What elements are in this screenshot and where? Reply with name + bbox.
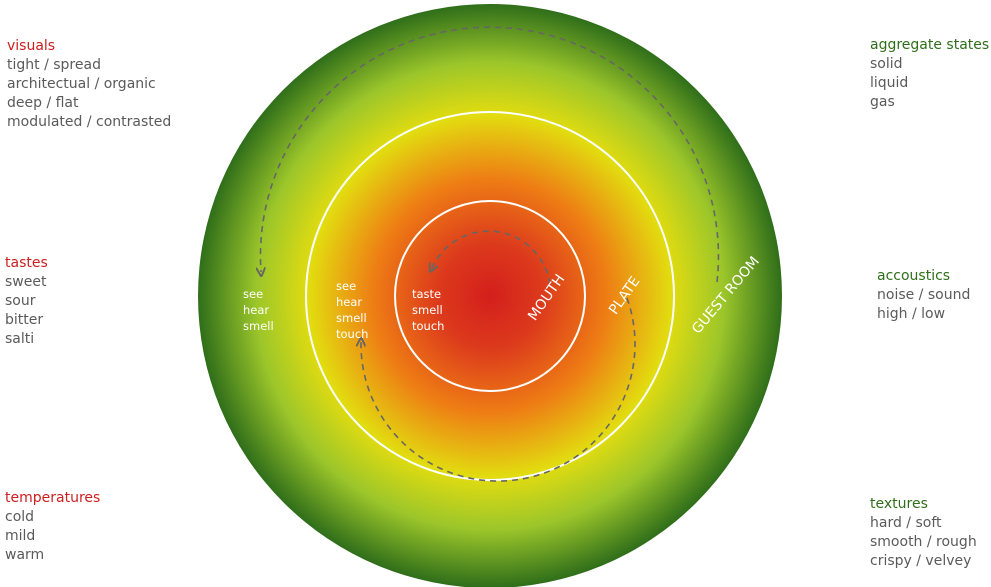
textures-item: crispy / velvey [870, 553, 972, 569]
plate-sense: smell [336, 311, 367, 325]
accoustics-item: noise / sound [877, 287, 971, 303]
tastes-item: sour [5, 293, 36, 309]
visuals-title: visuals [7, 38, 56, 54]
aggregate-states-item: liquid [870, 75, 909, 91]
gradient-disc [198, 4, 782, 587]
temperatures-item: warm [5, 547, 45, 563]
accoustics-title: accoustics [877, 268, 951, 284]
mouth-senses: taste smell touch [412, 287, 444, 333]
accoustics-item: high / low [877, 306, 946, 322]
visuals-group: visuals tight / spread architectual / or… [7, 37, 171, 132]
plate-sense: touch [336, 327, 368, 341]
plate-ring [305, 111, 675, 481]
textures-item: smooth / rough [870, 534, 977, 550]
guest-room-sense: hear [243, 303, 269, 317]
temperatures-item: cold [5, 509, 35, 525]
visuals-item: architectual / organic [7, 76, 156, 92]
visuals-item: modulated / contrasted [7, 114, 172, 130]
plate-sense: hear [336, 295, 362, 309]
mouth-ring [394, 200, 586, 392]
mouth-sense: smell [412, 303, 443, 317]
temperatures-group: temperatures cold mild warm [5, 489, 100, 565]
tastes-item: salti [5, 331, 35, 347]
plate-sense: see [336, 279, 356, 293]
guest-room-sense: see [243, 287, 263, 301]
tastes-group: tastes sweet sour bitter salti [5, 254, 48, 349]
tastes-item: bitter [5, 312, 44, 328]
tastes-item: sweet [5, 274, 47, 290]
temperatures-title: temperatures [5, 490, 101, 506]
temperatures-item: mild [5, 528, 36, 544]
guest-room-senses: see hear smell [243, 287, 274, 333]
textures-group: textures hard / soft smooth / rough cris… [870, 495, 977, 571]
visuals-item: deep / flat [7, 95, 79, 111]
guest-room-flow-arrow [260, 26, 720, 283]
textures-item: hard / soft [870, 515, 942, 531]
aggregate-states-group: aggregate states solid liquid gas [870, 36, 989, 112]
visuals-item: tight / spread [7, 57, 101, 73]
guest-room-sense: smell [243, 319, 274, 333]
plate-senses: see hear smell touch [336, 279, 368, 341]
mouth-sense: touch [412, 319, 444, 333]
tastes-title: tastes [5, 255, 48, 271]
mouth-sense: taste [412, 287, 441, 301]
aggregate-states-title: aggregate states [870, 37, 990, 53]
aggregate-states-item: gas [870, 94, 895, 110]
textures-title: textures [870, 496, 928, 512]
aggregate-states-item: solid [870, 56, 903, 72]
mouth-flow-arrow [432, 230, 551, 285]
accoustics-group: accoustics noise / sound high / low [877, 267, 970, 324]
